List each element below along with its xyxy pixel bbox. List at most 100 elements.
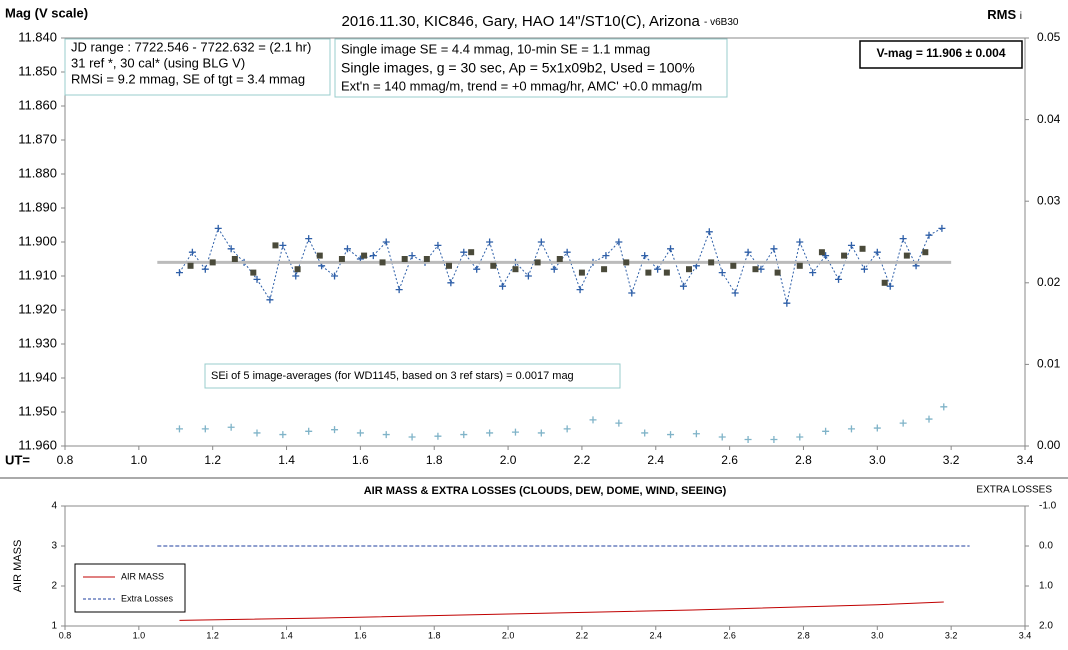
point: [279, 241, 287, 249]
x-tick-label: 2.8: [795, 453, 812, 467]
y-tick-label: 2: [51, 581, 57, 592]
point: [899, 419, 907, 427]
point: [718, 269, 726, 277]
point: [873, 248, 881, 256]
y2-tick-label: 2.0: [1039, 621, 1053, 632]
y2-label-sub: i: [1020, 11, 1022, 22]
y-tick-label: 11.890: [18, 199, 57, 214]
point: [818, 249, 825, 256]
x-tick-label: 1.0: [133, 630, 146, 640]
x-tick-label: 0.8: [57, 453, 74, 467]
x-tick-label: 2.4: [650, 630, 663, 640]
point: [563, 248, 571, 256]
point: [667, 245, 675, 253]
y2-tick-label: 1.0: [1039, 581, 1053, 592]
point: [175, 269, 183, 277]
point: [563, 425, 571, 433]
point: [499, 282, 507, 290]
point: [382, 431, 390, 439]
point: [446, 262, 452, 269]
x-tick-label: 2.6: [721, 453, 738, 467]
point: [809, 269, 817, 277]
y-tick-label: 11.920: [18, 301, 57, 316]
point: [468, 249, 475, 256]
point: [744, 435, 752, 443]
point: [401, 256, 408, 262]
point: [537, 429, 545, 437]
point: [227, 245, 235, 253]
point: [473, 265, 481, 273]
point: [408, 252, 416, 260]
point: [822, 252, 830, 260]
y-tick-label: 11.870: [18, 131, 57, 146]
point: [940, 403, 948, 411]
point: [641, 429, 649, 437]
y2-tick-label: 0.01: [1037, 357, 1061, 371]
point: [175, 425, 183, 433]
point: [796, 238, 804, 246]
point: [524, 272, 532, 280]
point: [663, 269, 670, 276]
y-tick-label: 11.880: [18, 165, 57, 180]
annotation-text: RMSi = 9.2 mmag, SE of tgt = 3.4 mmag: [71, 71, 305, 86]
point: [408, 433, 416, 441]
point: [379, 259, 386, 266]
x-tick-label: 2.2: [574, 453, 591, 467]
point: [316, 252, 323, 259]
y2-tick-label: 0.04: [1037, 112, 1061, 126]
point: [692, 430, 700, 438]
point: [686, 266, 692, 273]
x-tick-label: 3.2: [945, 630, 958, 640]
point: [305, 235, 313, 243]
x-tick-label: 0.8: [59, 630, 72, 640]
point: [770, 245, 778, 253]
point: [770, 435, 778, 443]
point: [382, 238, 390, 246]
point: [744, 248, 752, 256]
x-tick-label: 3.2: [943, 453, 960, 467]
point: [708, 259, 715, 266]
point: [602, 252, 610, 260]
point: [938, 224, 946, 232]
point: [654, 265, 662, 273]
point: [601, 266, 608, 273]
title: 2016.11.30, KIC846, Gary, HAO 14"/ST10(C…: [342, 13, 701, 30]
x-tick-label: 2.2: [576, 630, 589, 640]
x-tick-label: 1.2: [206, 630, 219, 640]
point: [730, 262, 737, 269]
y2-label: RMS: [987, 7, 1016, 22]
x-tick-label: 1.8: [428, 630, 441, 640]
x-tick-label: 1.8: [426, 453, 443, 467]
point: [615, 238, 623, 246]
y-tick-label: 3: [51, 541, 57, 552]
point: [361, 252, 368, 259]
x-tick-label: 2.4: [647, 453, 664, 467]
x-tick-label: 3.0: [871, 630, 884, 640]
point: [201, 425, 209, 433]
point: [556, 256, 563, 262]
y2-tick-label: 0.03: [1037, 193, 1061, 207]
point: [847, 241, 855, 249]
point: [214, 224, 222, 232]
point: [266, 296, 274, 304]
annotation-box: [859, 40, 1023, 69]
title-note: - v6B30: [704, 17, 739, 28]
y2-tick-label: 0.0: [1039, 541, 1053, 552]
point: [731, 289, 739, 297]
point: [922, 249, 929, 256]
point: [447, 279, 455, 287]
point: [279, 431, 287, 439]
point: [550, 265, 558, 273]
x-tick-label: 2.8: [797, 630, 810, 640]
y2-axis-label: RMS i: [987, 7, 1022, 22]
annotation-text: Single images, g = 30 sec, Ap = 5x1x09b2…: [341, 60, 695, 76]
y-tick-label: 11.930: [18, 335, 57, 350]
point: [434, 432, 442, 440]
point: [512, 266, 519, 273]
annotation-text: JD range : 7722.546 - 7722.632 = (2.1 hr…: [71, 39, 311, 54]
point: [628, 289, 636, 297]
y-axis-label: Mag (V scale): [5, 5, 88, 20]
point: [705, 228, 713, 236]
point: [369, 252, 377, 260]
